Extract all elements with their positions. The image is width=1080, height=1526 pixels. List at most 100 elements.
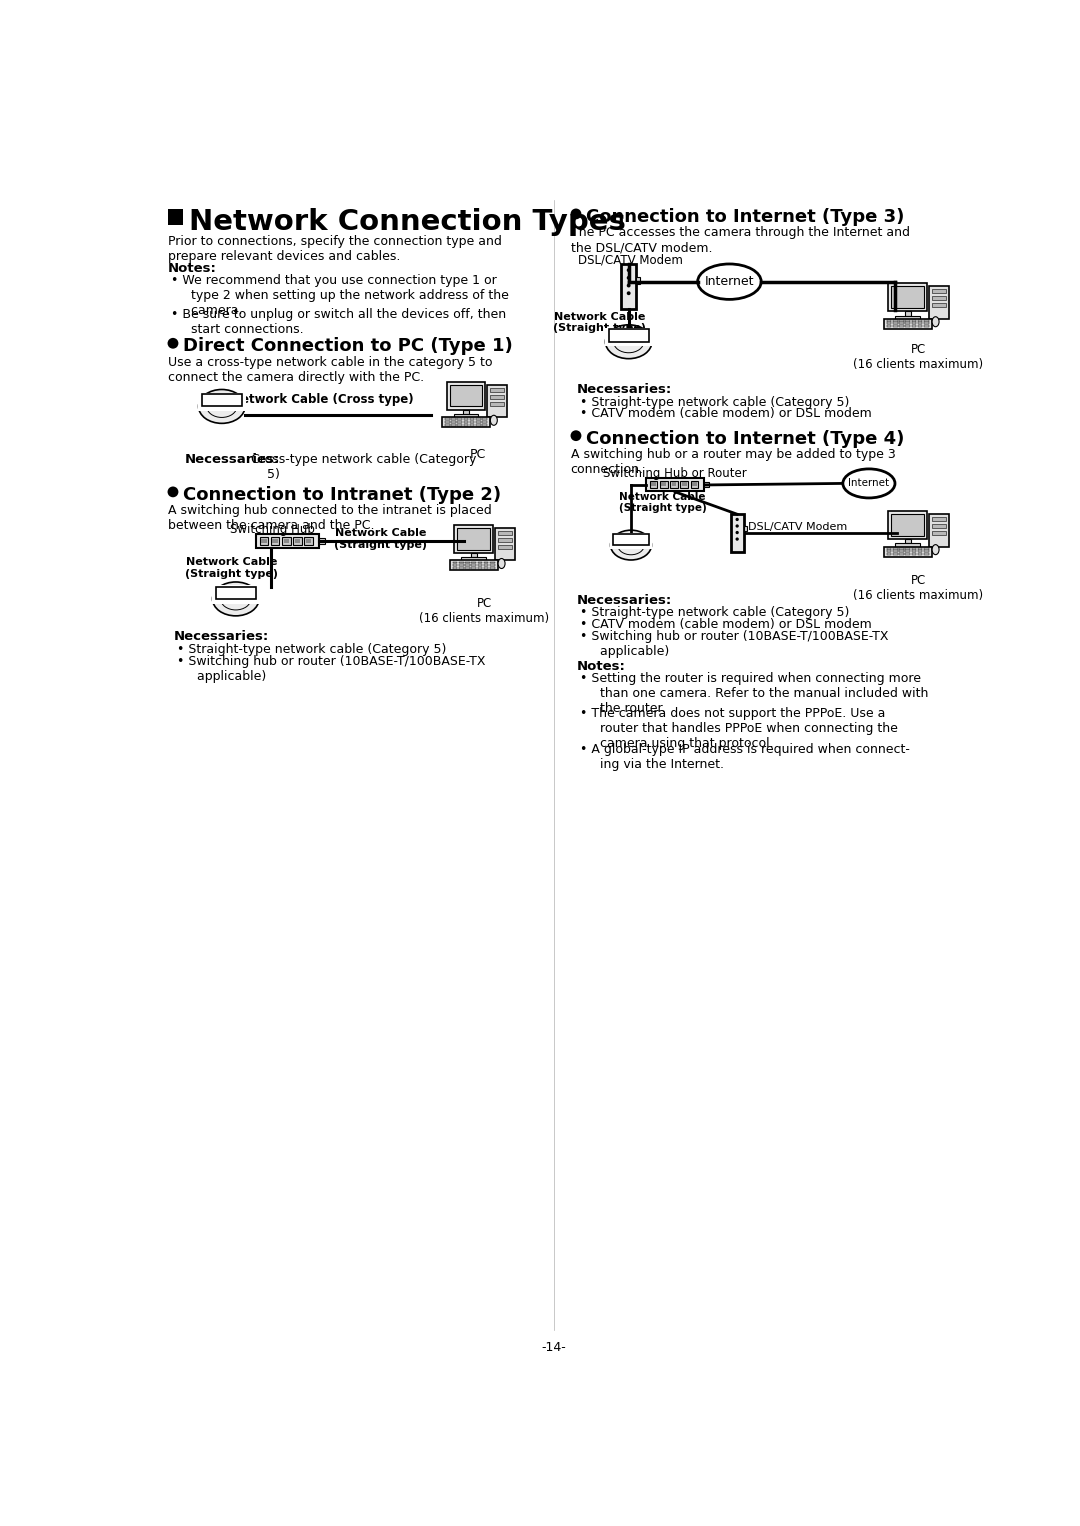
Bar [891, 514, 924, 536]
Bar [295, 539, 300, 543]
Text: Use a cross-type network cable in the category 5 to
connect the camera directly : Use a cross-type network cable in the ca… [167, 356, 492, 383]
Text: Network Connection Types: Network Connection Types [189, 208, 626, 235]
Circle shape [626, 291, 631, 295]
Circle shape [644, 539, 647, 542]
Bar [471, 562, 476, 563]
Bar [458, 528, 490, 549]
Bar [477, 562, 482, 563]
Bar [608, 330, 649, 342]
Bar [463, 409, 469, 414]
Text: A switching hub or a router may be added to type 3
connection.: A switching hub or a router may be added… [570, 449, 895, 476]
Bar [651, 482, 656, 487]
Bar [905, 552, 910, 555]
Bar [495, 528, 515, 560]
Text: Necessaries:: Necessaries: [577, 594, 672, 606]
Bar [918, 325, 922, 327]
Text: • Straight-type network cable (Category 5): • Straight-type network cable (Category … [580, 606, 849, 620]
Bar [610, 533, 652, 549]
Bar [442, 417, 490, 427]
Bar [484, 562, 488, 563]
Bar [672, 482, 676, 487]
Bar [202, 394, 242, 406]
Bar [451, 424, 456, 426]
Bar [900, 320, 904, 322]
Bar [895, 316, 920, 319]
Bar [636, 278, 640, 284]
Circle shape [735, 525, 739, 528]
Bar [470, 421, 474, 423]
Bar [893, 548, 897, 549]
Bar [912, 548, 916, 549]
Bar [924, 322, 929, 325]
Circle shape [570, 209, 581, 220]
Ellipse shape [498, 559, 505, 569]
Bar [887, 320, 891, 322]
Bar [613, 534, 649, 545]
Bar [476, 418, 481, 420]
Bar [202, 394, 242, 406]
Bar [889, 284, 927, 311]
Bar [451, 421, 456, 423]
Bar [932, 517, 946, 522]
Text: Prior to connections, specify the connection type and
prepare relevant devices a: Prior to connections, specify the connec… [167, 235, 501, 264]
Bar [498, 539, 512, 542]
Text: • Switching hub or router (10BASE-T/100BASE-TX
     applicable): • Switching hub or router (10BASE-T/100B… [177, 655, 485, 684]
Bar [932, 290, 946, 293]
Bar [305, 537, 313, 545]
Bar [476, 421, 481, 423]
Bar [454, 414, 478, 417]
Bar [905, 320, 910, 322]
Text: • Setting the router is required when connecting more
     than one camera. Refe: • Setting the router is required when co… [580, 671, 928, 716]
Bar [455, 525, 494, 552]
Text: Necessaries:: Necessaries: [185, 453, 280, 467]
Bar [912, 320, 916, 322]
Bar [905, 311, 910, 316]
Text: • Straight-type network cable (Category 5): • Straight-type network cable (Category … [580, 395, 849, 409]
Bar [490, 562, 495, 563]
Bar [449, 385, 482, 406]
Text: Notes:: Notes: [577, 659, 625, 673]
Bar [458, 424, 462, 426]
Bar [476, 424, 481, 426]
Bar [887, 552, 891, 555]
Bar [465, 562, 470, 563]
Bar [918, 320, 922, 322]
Bar [646, 478, 704, 491]
Bar [490, 401, 504, 406]
Circle shape [626, 276, 631, 279]
Bar [477, 565, 482, 566]
Bar [912, 322, 916, 325]
Bar [471, 552, 476, 557]
Bar [932, 296, 946, 301]
Bar [477, 568, 482, 569]
Bar [463, 418, 469, 420]
Bar [445, 418, 449, 420]
Bar [261, 539, 267, 543]
Bar [660, 481, 667, 488]
Circle shape [644, 334, 647, 337]
Bar [887, 548, 891, 549]
Text: -14-: -14- [541, 1341, 566, 1354]
Bar [216, 586, 256, 598]
Bar [453, 562, 458, 563]
Text: Network Cable
(Straight type): Network Cable (Straight type) [334, 528, 428, 549]
Bar [912, 551, 916, 552]
Ellipse shape [490, 415, 497, 426]
Text: Direct Connection to PC (Type 1): Direct Connection to PC (Type 1) [183, 337, 513, 356]
Text: The PC accesses the camera through the Internet and
the DSL/CATV modem.: The PC accesses the camera through the I… [570, 226, 909, 255]
Bar [458, 418, 462, 420]
Bar [490, 568, 495, 569]
Bar [929, 514, 948, 546]
Bar [613, 534, 649, 545]
Text: PC: PC [470, 449, 486, 461]
Ellipse shape [610, 530, 651, 560]
Bar [895, 543, 920, 546]
Bar [294, 537, 301, 545]
Bar [471, 565, 476, 566]
Bar [451, 418, 456, 420]
Circle shape [735, 537, 739, 540]
Circle shape [611, 334, 613, 337]
Bar [893, 322, 897, 325]
Text: Connection to Internet (Type 3): Connection to Internet (Type 3) [586, 208, 904, 226]
Bar [918, 548, 922, 549]
